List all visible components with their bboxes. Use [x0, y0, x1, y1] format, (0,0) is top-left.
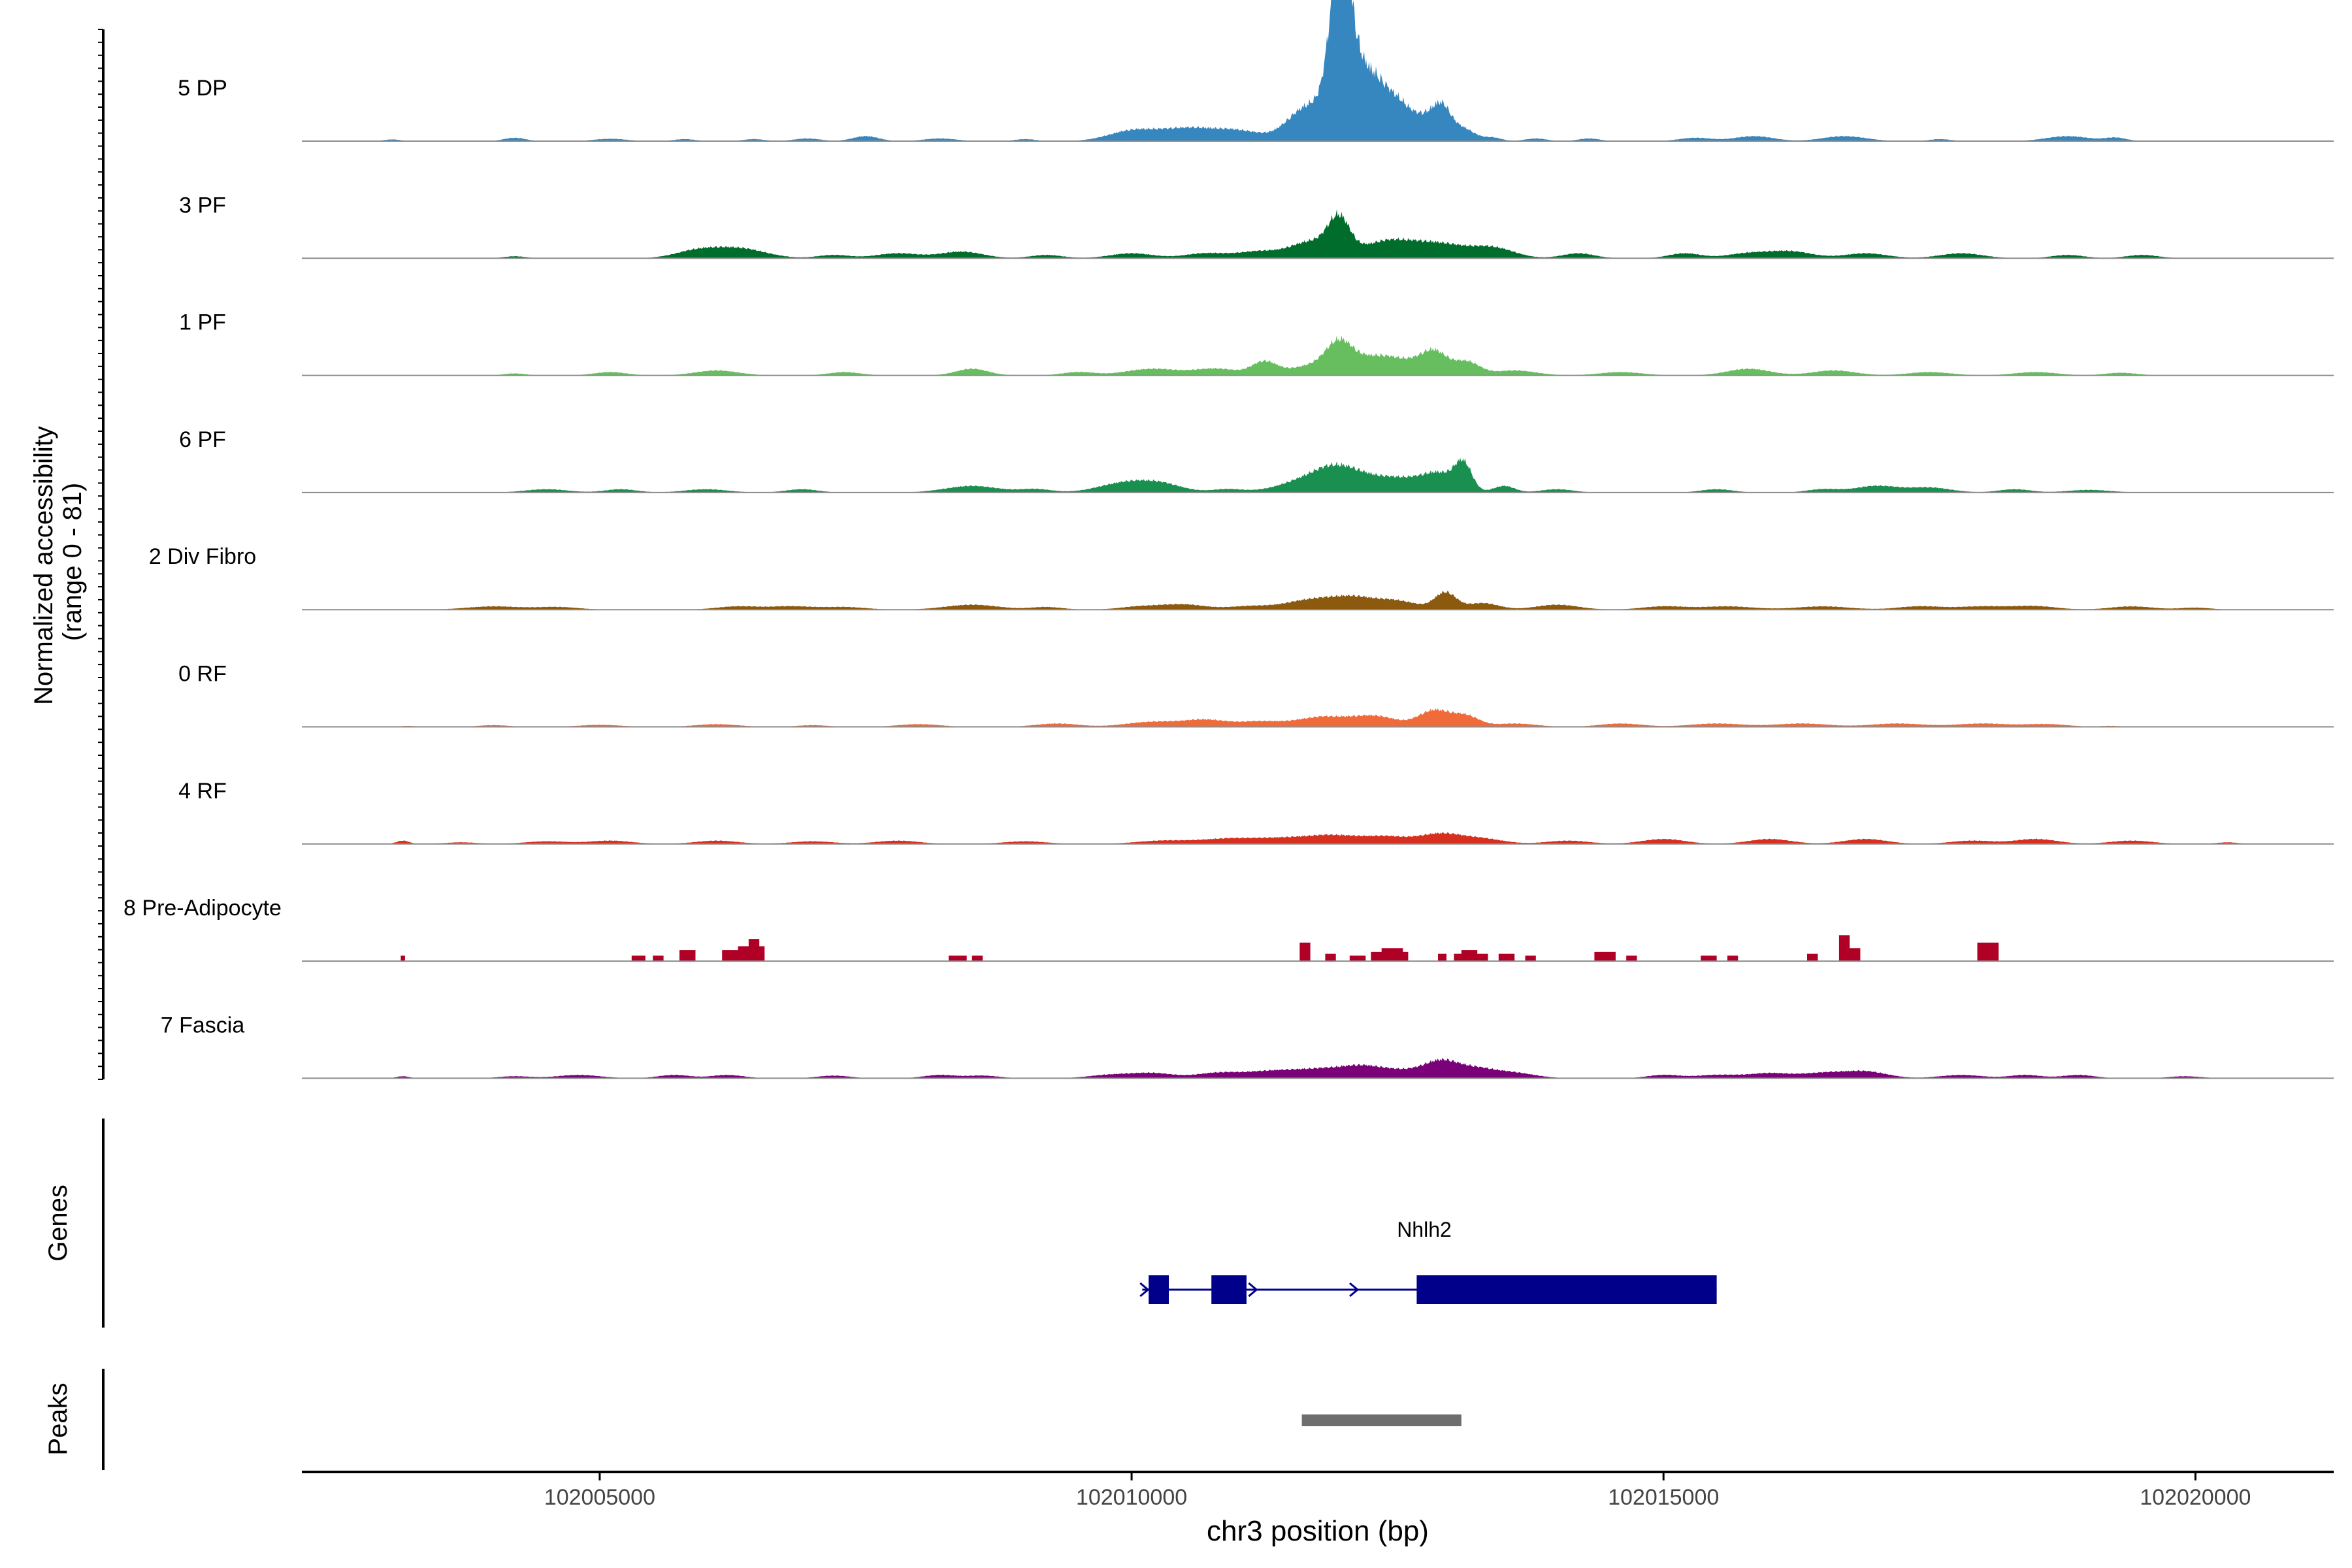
track-label-7-fascia: 7 Fascia [161, 1013, 245, 1037]
coverage-area-0-rf [302, 708, 2334, 727]
peak-regions [1301, 1414, 1462, 1426]
track-1-pf: 1 PF [179, 310, 2334, 376]
strand-arrow-icon [1248, 1282, 1258, 1298]
coverage-area-4-rf [302, 832, 2334, 844]
gene-model: Nhlh2 [1139, 1218, 1717, 1304]
x-axis-label: chr3 position (bp) [1207, 1515, 1429, 1547]
coverage-y-axis [98, 29, 105, 1080]
track-label-4-rf: 4 RF [178, 779, 227, 804]
x-axis-ticks: 102005000 102010000 102015000 102020000 [544, 1472, 2251, 1510]
coverage-tracks: 5 DP 3 PF 1 PF 6 PF 2 Div Fibro 0 RF 4 RF 8 Pre… [123, 0, 2334, 1079]
gene-exon [1416, 1275, 1717, 1304]
x-tick-label: 102005000 [544, 1485, 655, 1510]
track-label-1-pf: 1 PF [179, 310, 226, 335]
track-3-pf: 3 PF [179, 193, 2334, 259]
x-tick-label: 102020000 [2140, 1485, 2251, 1510]
strand-arrow-icon [1349, 1282, 1360, 1298]
track-2-div-fibro: 2 Div Fibro [149, 544, 2334, 611]
track-6-pf: 6 PF [179, 427, 2334, 493]
x-tick-label: 102010000 [1076, 1485, 1187, 1510]
peaks-track: Peaks [44, 1369, 1462, 1470]
genes-track: Genes Nhlh2 [44, 1119, 1717, 1328]
strand-arrow-icon [1139, 1282, 1150, 1298]
genes-track-label: Genes [44, 1184, 73, 1262]
coverage-area-2-div-fibro [302, 591, 2334, 610]
track-label-8-pre-adipocyte: 8 Pre-Adipocyte [123, 896, 282, 921]
gene-exon [1149, 1275, 1169, 1304]
track-label-6-pf: 6 PF [179, 427, 226, 452]
coverage-area-8-pre-adipocyte [400, 935, 1999, 962]
coverage-area-3-pf [302, 209, 2334, 259]
track-4-rf: 4 RF [178, 779, 2334, 845]
track-7-fascia: 7 Fascia [161, 1013, 2334, 1079]
track-label-0-rf: 0 RF [178, 662, 227, 687]
x-axis: 102005000 102010000 102015000 102020000 chr… [302, 1471, 2334, 1547]
track-label-5-dp: 5 DP [178, 76, 227, 101]
gene-exon [1211, 1275, 1247, 1304]
coverage-area-6-pf [302, 457, 2334, 493]
track-0-rf: 0 RF [178, 662, 2334, 728]
x-tick-label: 102015000 [1608, 1485, 1719, 1510]
y-axis-label: Normalized accessibility (range 0 - 81) [29, 419, 87, 705]
track-label-3-pf: 3 PF [179, 193, 226, 218]
y-axis-label-line1: Normalized accessibility [29, 426, 58, 705]
coverage-area-5-dp [302, 0, 2334, 141]
peaks-track-label: Peaks [44, 1382, 73, 1455]
coverage-area-7-fascia [302, 1058, 2334, 1079]
coverage-area-1-pf [302, 335, 2334, 376]
track-5-dp: 5 DP [178, 0, 2334, 142]
gene-name-label: Nhlh2 [1397, 1218, 1452, 1241]
track-label-2-div-fibro: 2 Div Fibro [149, 544, 256, 569]
peak-region-bar [1301, 1414, 1462, 1426]
track-8-pre-adipocyte: 8 Pre-Adipocyte [123, 896, 2334, 962]
y-axis-label-line2: (range 0 - 81) [58, 483, 87, 641]
